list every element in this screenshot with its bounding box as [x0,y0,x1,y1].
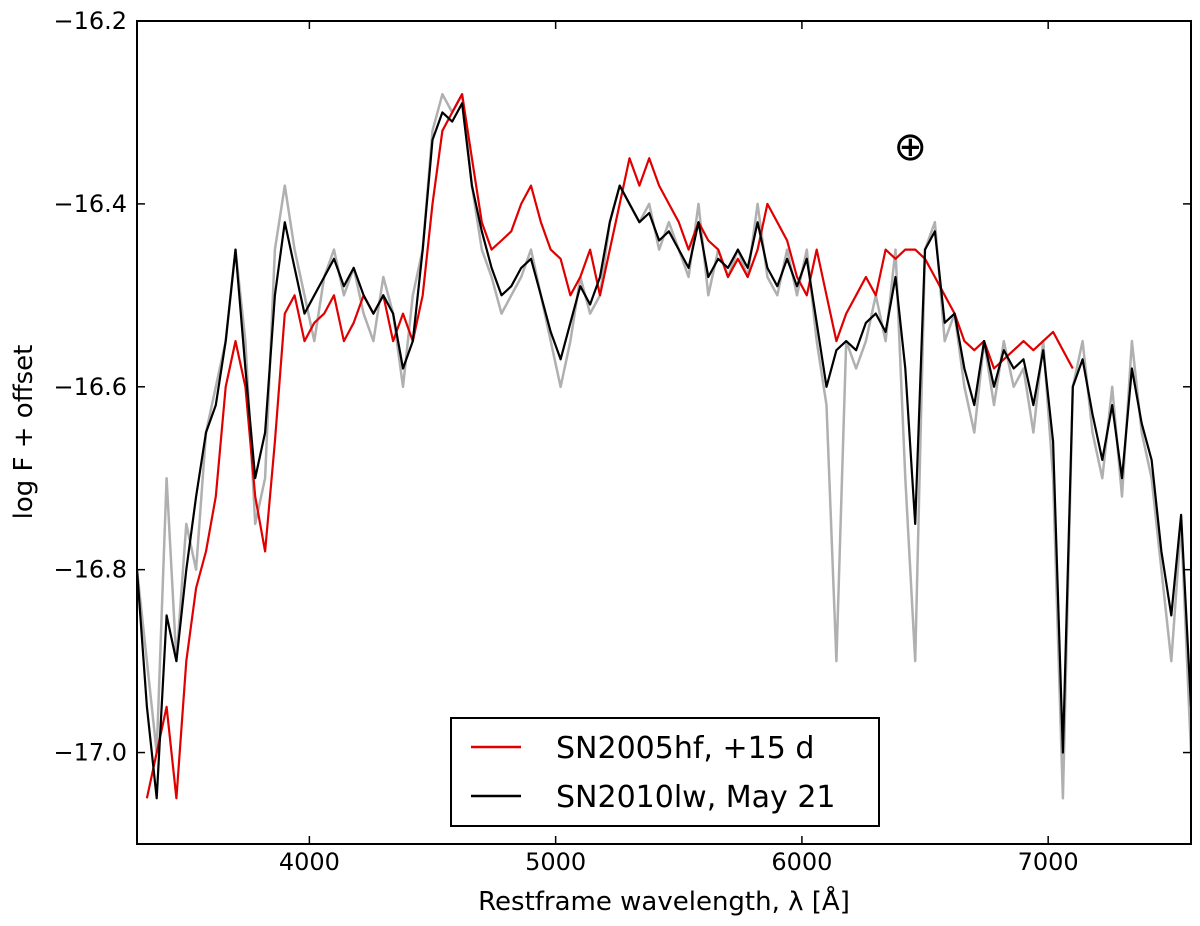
plot-frame [136,20,1192,845]
y-tick-label: −16.2 [53,7,127,35]
y-axis-label: log F + offset [9,345,39,520]
y-tick-label: −16.6 [53,373,127,401]
series-line-sn2005hf [145,93,1074,800]
legend-box [450,717,880,827]
x-tick-label: 4000 [279,848,340,876]
legend: SN2005hf, +15 d SN2010lw, May 21 [450,717,880,827]
y-tick-label: −16.4 [53,190,127,218]
y-tick-label: −16.8 [53,556,127,584]
legend-label-sn2005hf: SN2005hf, +15 d [556,731,814,766]
x-tick-label: 5000 [525,848,586,876]
plot-area [137,21,1191,844]
series-line-sn2010lw [137,102,1191,800]
x-tick-label: 6000 [771,848,832,876]
series-layer [137,92,1191,800]
y-tick-label: −17.0 [53,739,127,767]
telluric-annotation: ⊕ [894,124,928,170]
x-tick-label: 7000 [1018,848,1079,876]
axis-ticks: 4000 5000 6000 7000 −17.0 −16.8 −16.6 −16.4 −16.… [53,7,1191,876]
x-axis-label: Restframe wavelength, λ [Å] [478,885,850,917]
legend-label-sn2010lw: SN2010lw, May 21 [556,780,836,815]
